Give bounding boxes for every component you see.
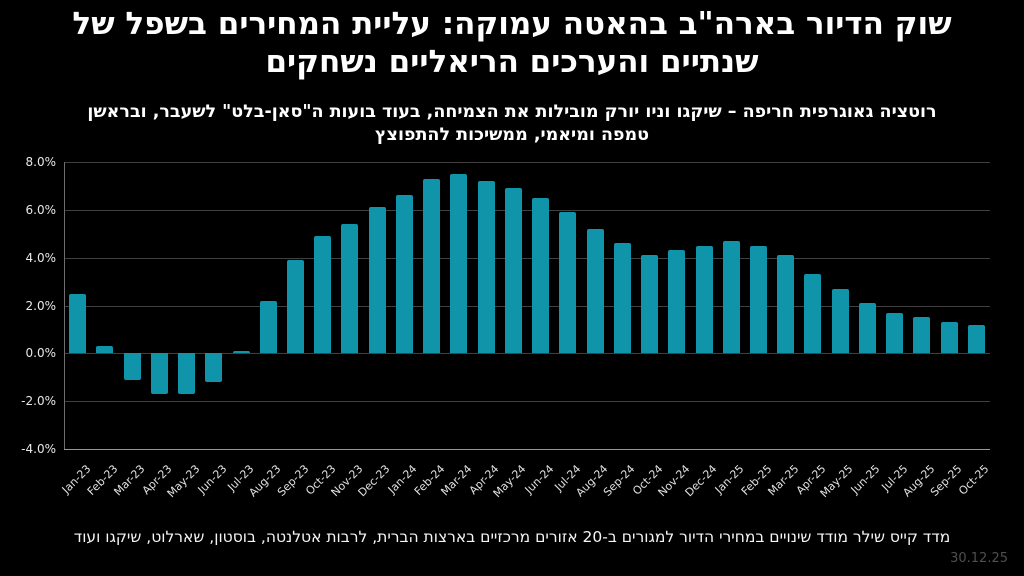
bar-Mar-23 — [123, 353, 141, 380]
bar-Dec-24 — [695, 245, 713, 354]
y-tick-label: 4.0% — [25, 250, 57, 265]
bar-Sep-25 — [940, 322, 958, 354]
bar-Apr-24 — [477, 181, 495, 354]
bar-Jul-25 — [886, 312, 904, 354]
bar-Sep-23 — [287, 260, 304, 354]
bar-Nov-24 — [668, 250, 686, 354]
gridline — [64, 162, 990, 163]
bar-Apr-23 — [150, 353, 168, 394]
bar-May-25 — [831, 288, 849, 354]
bar-Nov-23 — [341, 224, 359, 354]
bar-Aug-23 — [259, 300, 277, 354]
page-subtitle: רוטציה גאוגרפית חריפה – שיקגו וניו יורק … — [0, 101, 1024, 147]
bar-Jun-25 — [858, 303, 876, 354]
y-tick-label: 8.0% — [25, 155, 57, 169]
x-axis-line — [64, 449, 990, 450]
bar-Apr-25 — [804, 274, 822, 354]
y-tick-label: 2.0% — [25, 298, 57, 313]
gridline — [64, 209, 990, 211]
footnote: מדד קייס שילר מודד שינויים במחירי הדיור … — [73, 528, 951, 546]
bar-Oct-25 — [967, 324, 985, 354]
bar-May-24 — [504, 188, 522, 354]
y-axis-line — [64, 162, 65, 449]
page-title: שוק הדיור בארה"ב בהאטה עמוקה: עליית המחי… — [0, 6, 1024, 82]
gridline — [64, 305, 990, 307]
y-tick-label: -2.0% — [21, 394, 56, 409]
page-title-text: שוק הדיור בארה"ב בהאטה עמוקה: עליית המחי… — [72, 6, 952, 80]
bar-Aug-25 — [913, 317, 931, 354]
bar-Aug-24 — [586, 228, 604, 354]
bar-May-23 — [178, 353, 196, 394]
bar-Jun-23 — [205, 353, 223, 383]
bar-Jan-23 — [69, 293, 87, 354]
bar-Oct-23 — [314, 236, 332, 354]
date-stamp: 30.12.25 — [950, 551, 1008, 566]
bar-Feb-23 — [96, 346, 114, 354]
bar-Mar-24 — [450, 173, 468, 354]
gridline — [64, 353, 990, 355]
bar-Jul-24 — [559, 212, 577, 354]
bar-Mar-25 — [777, 255, 795, 354]
page-subtitle-text: רוטציה גאוגרפית חריפה – שיקגו וניו יורק … — [87, 102, 937, 145]
gridline — [64, 257, 990, 259]
bar-Oct-24 — [641, 255, 659, 354]
y-tick-label: 0.0% — [25, 346, 57, 361]
bar-Jul-23 — [232, 350, 250, 354]
bar-Jun-24 — [532, 197, 550, 354]
bar-Jan-24 — [395, 195, 413, 354]
bar-Sep-24 — [613, 243, 631, 354]
bar-Dec-23 — [368, 207, 386, 354]
y-tick-label: 6.0% — [25, 202, 57, 217]
bar-Feb-25 — [750, 245, 767, 354]
gridline — [64, 401, 990, 403]
y-tick-label: -4.0% — [21, 442, 56, 456]
bar-Feb-24 — [423, 178, 441, 354]
bar-Jan-25 — [722, 240, 740, 354]
